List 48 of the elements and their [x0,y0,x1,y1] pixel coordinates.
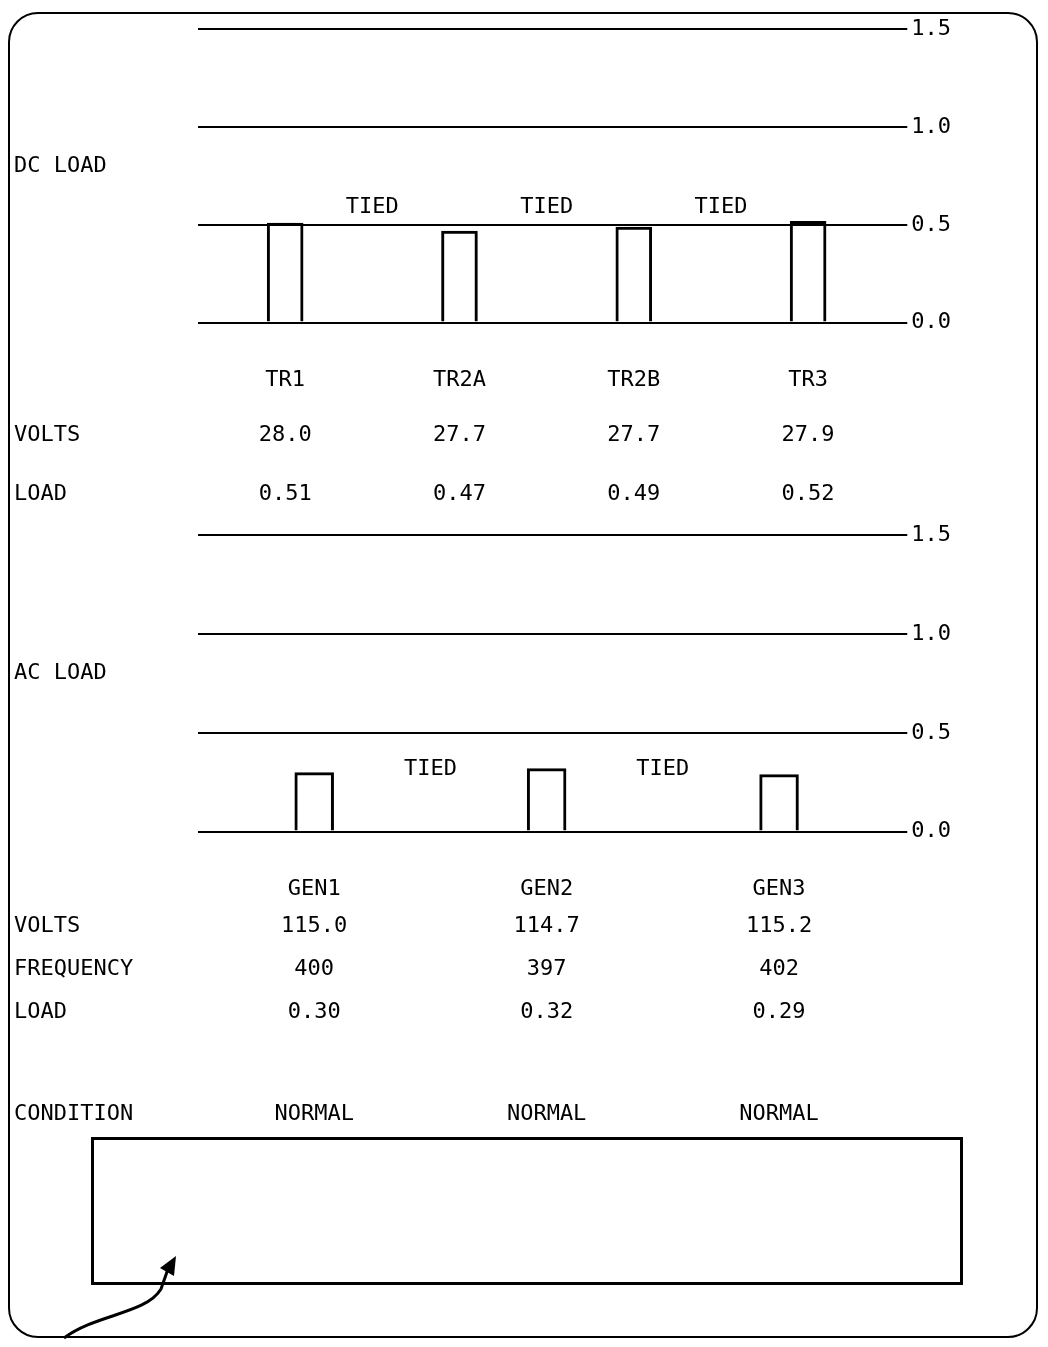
y-tick-label: 1.0 [911,619,952,645]
annotation: TIED [694,193,748,219]
x-tick-label: TR2A [432,365,486,391]
text: NORMAL [739,1100,819,1126]
y-axis-title: AC LOAD [14,659,107,685]
text: FREQUENCY [14,955,134,981]
text: NORMAL [506,1100,587,1126]
x-tick-label: GEN1 [287,874,341,900]
x-tick-label: GEN2 [520,874,574,900]
annotation: TIED [520,193,574,219]
y-axis-title: DC LOAD [14,151,107,177]
annotation: TIED [403,755,457,781]
text: LOAD [14,480,67,506]
text: 0.29 [752,998,806,1024]
text: 400 [294,955,335,981]
text: 0.51 [258,480,312,506]
text: 402 [759,955,799,981]
x-tick-label: GEN3 [752,874,806,900]
y-tick-label: 1.5 [911,14,952,40]
text: 0.30 [287,998,341,1024]
text: LOAD [14,998,67,1024]
y-tick-label: 0.5 [911,210,952,236]
text: NORMAL [274,1100,354,1126]
text: 0.47 [432,480,486,506]
text: 115.0 [281,912,348,938]
text: 397 [526,955,567,981]
y-tick-label: 0.0 [911,817,952,843]
text: 114.7 [513,912,580,938]
text: CONDITION [14,1100,134,1126]
text: 27.7 [432,421,486,447]
x-tick-label: TR1 [265,365,306,391]
text: 0.52 [781,480,835,506]
y-tick-label: 1.0 [911,112,952,138]
text: 27.9 [781,421,835,447]
text: 27.7 [607,421,661,447]
text: 0.49 [607,480,661,506]
text: 115.2 [745,912,813,938]
text: VOLTS [14,421,81,447]
y-tick-label: 0.5 [911,718,952,744]
text: 28.0 [258,421,312,447]
annotation: TIED [345,193,399,219]
text: VOLTS [14,912,81,938]
y-tick-label: 0.0 [911,308,952,334]
x-tick-label: TR2B [607,365,661,391]
annotation: TIED [636,755,690,781]
x-tick-label: TR3 [788,365,828,391]
y-tick-label: 1.5 [911,520,952,546]
text: 0.32 [520,998,574,1024]
